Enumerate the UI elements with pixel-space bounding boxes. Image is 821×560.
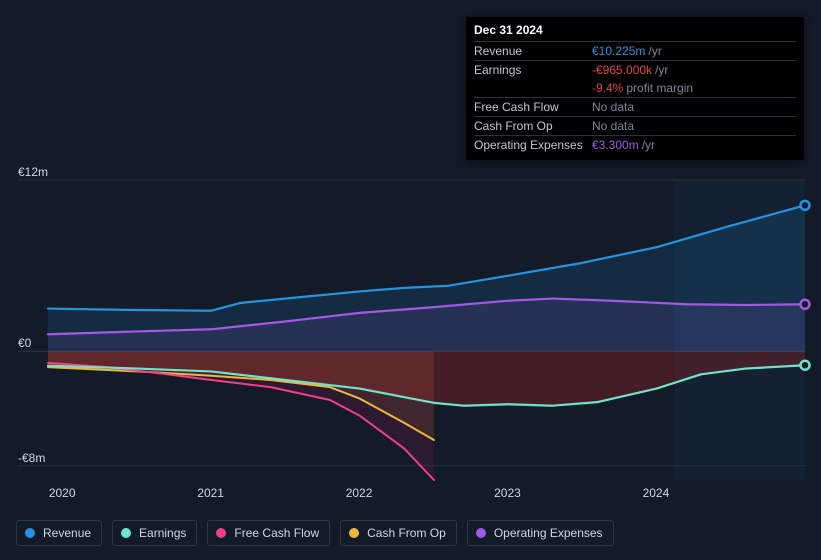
legend-label: Cash From Op	[367, 526, 446, 540]
legend-dot-icon	[216, 528, 226, 538]
x-axis-label: 2021	[197, 486, 224, 500]
tooltip-metric-value: No data	[592, 119, 634, 133]
tooltip-row: Operating Expenses€3.300m/yr	[474, 135, 796, 154]
legend-earnings[interactable]: Earnings	[112, 520, 197, 546]
legend-revenue[interactable]: Revenue	[16, 520, 102, 546]
legend-label: Revenue	[43, 526, 91, 540]
x-axis-label: 2023	[494, 486, 521, 500]
tooltip-metric-value: €10.225m	[592, 44, 645, 58]
y-axis-label: -€8m	[18, 451, 45, 465]
legend-operating-expenses[interactable]: Operating Expenses	[467, 520, 614, 546]
tooltip-row: Earnings-€965.000k/yr	[474, 60, 796, 79]
legend-free-cash-flow[interactable]: Free Cash Flow	[207, 520, 330, 546]
tooltip-row: Revenue€10.225m/yr	[474, 41, 796, 60]
y-axis-label: €12m	[18, 165, 48, 179]
legend-label: Earnings	[139, 526, 186, 540]
tooltip-metric-label: Operating Expenses	[474, 138, 592, 152]
x-axis-label: 2022	[346, 486, 373, 500]
tooltip-metric-label: Free Cash Flow	[474, 100, 592, 114]
legend-dot-icon	[25, 528, 35, 538]
legend-dot-icon	[121, 528, 131, 538]
tooltip-metric-label: Earnings	[474, 63, 592, 77]
tooltip-row: Free Cash FlowNo data	[474, 97, 796, 116]
chart-tooltip: Dec 31 2024 Revenue€10.225m/yrEarnings-€…	[466, 17, 804, 160]
tooltip-row: Cash From OpNo data	[474, 116, 796, 135]
legend-dot-icon	[349, 528, 359, 538]
tooltip-date: Dec 31 2024	[474, 23, 796, 37]
legend-cash-from-op[interactable]: Cash From Op	[340, 520, 457, 546]
tooltip-metric-label: Cash From Op	[474, 119, 592, 133]
legend-dot-icon	[476, 528, 486, 538]
tooltip-metric-value: -€965.000k	[592, 63, 652, 77]
x-axis-label: 2020	[49, 486, 76, 500]
tooltip-metric-label: Revenue	[474, 44, 592, 58]
chart-legend: Revenue Earnings Free Cash Flow Cash From O…	[16, 520, 614, 546]
tooltip-metric-value: No data	[592, 100, 634, 114]
x-axis-label: 2024	[643, 486, 670, 500]
y-axis-label: €0	[18, 336, 31, 350]
tooltip-metric-value: €3.300m	[592, 138, 639, 152]
legend-label: Operating Expenses	[494, 526, 603, 540]
legend-label: Free Cash Flow	[234, 526, 319, 540]
tooltip-row: -9.4% profit margin	[474, 79, 796, 97]
